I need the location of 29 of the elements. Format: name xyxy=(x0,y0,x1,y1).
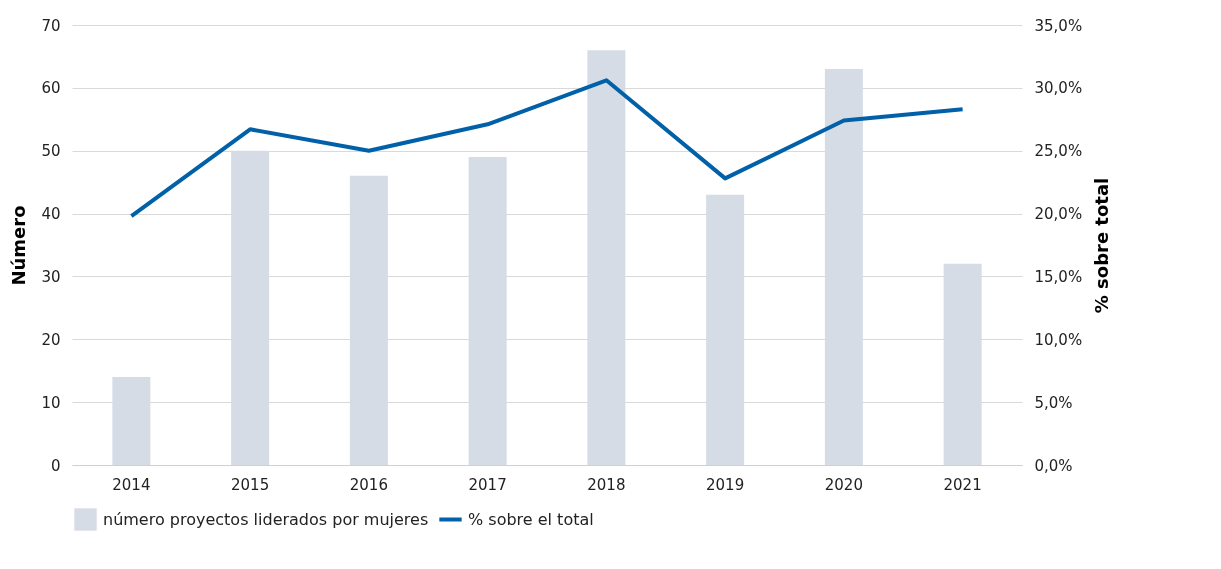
y2-tick-label: 25,0% xyxy=(1034,142,1083,161)
x-tick-label: 2014 xyxy=(112,475,151,494)
y2-tick-label: 10,0% xyxy=(1034,330,1083,349)
line-series xyxy=(129,78,965,219)
y-tick-label: 70 xyxy=(41,16,61,35)
legend-label: número proyectos liderados por mujeres xyxy=(103,509,429,529)
y-tick-label: 60 xyxy=(41,79,61,98)
x-tick-label: 2016 xyxy=(349,475,388,494)
y2-tick-label: 20,0% xyxy=(1034,205,1083,224)
y2-tick-label: 0,0% xyxy=(1034,456,1073,475)
y-tick-label: 0 xyxy=(50,456,61,475)
x-tick-label: 2020 xyxy=(824,475,863,494)
x-tick-label: 2021 xyxy=(943,475,982,494)
x-tick-label: 2018 xyxy=(587,475,626,494)
y2-tick-label: 35,0% xyxy=(1034,16,1083,35)
y-tick-label: 50 xyxy=(41,142,61,161)
y-tick-label: 20 xyxy=(41,330,61,349)
y2-axis-title: % sobre total xyxy=(1091,177,1113,314)
y-axis-title: Número xyxy=(8,205,30,286)
y2-tick-label: 5,0% xyxy=(1034,393,1073,412)
y2-tick-label: 15,0% xyxy=(1034,267,1083,286)
y-tick-label: 30 xyxy=(41,267,61,286)
x-tick-label: 2019 xyxy=(706,475,745,494)
y2-tick-label: 30,0% xyxy=(1034,79,1083,98)
x-tick-label: 2017 xyxy=(468,475,507,494)
legend-label: % sobre el total xyxy=(468,509,594,529)
x-tick-label: 2015 xyxy=(231,475,270,494)
y-tick-label: 10 xyxy=(41,393,61,412)
y-tick-label: 40 xyxy=(41,205,61,224)
